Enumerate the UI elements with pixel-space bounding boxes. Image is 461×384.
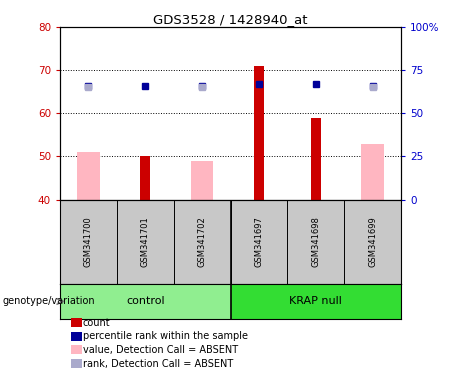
Text: GSM341702: GSM341702 <box>198 217 207 267</box>
Bar <box>230 284 401 319</box>
Text: value, Detection Call = ABSENT: value, Detection Call = ABSENT <box>83 345 238 355</box>
Bar <box>140 157 150 200</box>
Text: GSM341699: GSM341699 <box>368 217 377 267</box>
Text: rank, Detection Call = ABSENT: rank, Detection Call = ABSENT <box>83 359 233 369</box>
Text: control: control <box>126 296 165 306</box>
Title: GDS3528 / 1428940_at: GDS3528 / 1428940_at <box>153 13 308 26</box>
Text: GSM341698: GSM341698 <box>311 217 320 267</box>
Bar <box>254 66 264 200</box>
Bar <box>361 144 384 200</box>
Text: genotype/variation: genotype/variation <box>2 296 95 306</box>
Bar <box>191 161 213 200</box>
Text: GSM341701: GSM341701 <box>141 217 150 267</box>
Text: count: count <box>83 318 111 328</box>
Text: GSM341700: GSM341700 <box>84 217 93 267</box>
Text: percentile rank within the sample: percentile rank within the sample <box>83 331 248 341</box>
Text: KRAP null: KRAP null <box>290 296 342 306</box>
Bar <box>77 152 100 200</box>
Bar <box>60 284 230 319</box>
Bar <box>311 118 321 200</box>
Text: GSM341697: GSM341697 <box>254 217 263 267</box>
